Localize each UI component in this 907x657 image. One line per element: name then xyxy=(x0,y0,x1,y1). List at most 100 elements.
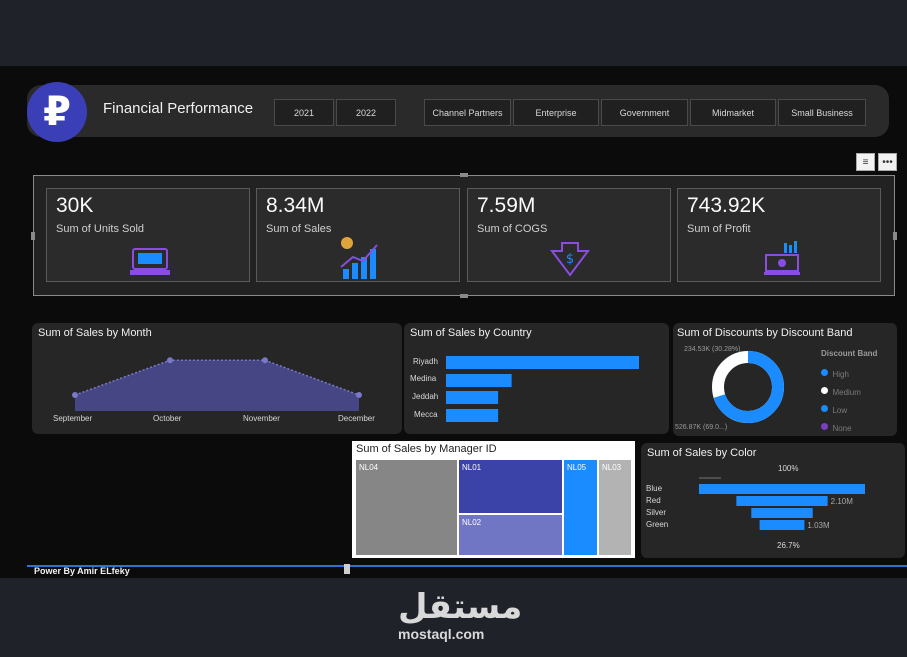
funnel-data-label[interactable]: 1.03M xyxy=(807,521,830,530)
donut-data-label: 234.53K (30.28%) xyxy=(684,346,741,353)
funnel-top-label: 100% xyxy=(778,464,799,473)
treemap-cell[interactable]: NL02 xyxy=(458,514,563,556)
kpi-value: 30K xyxy=(56,194,94,217)
funnel-bottom-label: 26.7% xyxy=(777,541,800,550)
logo-glyph: ₽ xyxy=(43,89,71,135)
chart-title: Sum of Sales by Country xyxy=(410,327,532,339)
month-tick-label: September xyxy=(53,414,93,423)
discounts-donut-chart[interactable] xyxy=(673,323,897,436)
funnel-bar-blue[interactable] xyxy=(699,484,865,494)
data-point[interactable] xyxy=(262,357,268,364)
kpi-card-cogs: 7.59M Sum of COGS $ xyxy=(467,188,671,282)
kpi-value: 8.34M xyxy=(266,194,325,217)
bar-riyadh[interactable] xyxy=(446,356,639,369)
growth-bars-icon xyxy=(340,237,378,279)
sales-by-country-chart[interactable] xyxy=(404,323,669,434)
country-tick-label: Riyadh xyxy=(413,357,438,366)
resize-handle-right[interactable] xyxy=(893,232,897,240)
country-tick-label: Medina xyxy=(410,374,437,383)
discounts-by-band-card[interactable]: Sum of Discounts by Discount Band 234.53… xyxy=(673,323,897,436)
segment-slicer-midmarket[interactable]: Midmarket xyxy=(690,99,776,126)
footer-credit: Power By Amir ELfeky xyxy=(34,566,130,576)
logo-icon: ₽ xyxy=(27,82,87,142)
watermark-latin: mostaql.com xyxy=(398,626,485,642)
resize-handle-top[interactable] xyxy=(460,173,468,177)
donut-data-label: 526.87K (69.0...) xyxy=(675,424,728,431)
legend-item-medium[interactable]: Medium xyxy=(821,382,861,400)
kpi-label: Sum of Units Sold xyxy=(56,223,145,235)
resize-handle-bottom[interactable] xyxy=(460,294,468,298)
color-tick-label: Red xyxy=(646,496,661,505)
funnel-bar-red[interactable] xyxy=(736,496,828,506)
footer-divider xyxy=(27,565,907,567)
svg-text:$: $ xyxy=(566,252,574,267)
segment-slicer-enterprise[interactable]: Enterprise xyxy=(513,99,599,126)
bottom-band xyxy=(0,578,907,657)
bar-jeddah[interactable] xyxy=(446,391,499,404)
segment-slicer-government[interactable]: Government xyxy=(601,99,688,126)
funnel-data-label[interactable]: 2.10M xyxy=(831,497,854,506)
legend-label: Medium xyxy=(832,388,861,397)
bar-mecca[interactable] xyxy=(446,409,499,422)
kpi-card-units-sold: 30K Sum of Units Sold xyxy=(46,188,250,282)
legend-item-low[interactable]: Low xyxy=(821,400,847,418)
treemap-cell[interactable]: NL05 xyxy=(563,459,598,556)
dollar-down-arrow-icon: $ xyxy=(550,242,590,277)
top-band xyxy=(0,0,907,66)
kpi-value: 7.59M xyxy=(477,194,536,217)
funnel-bar-green[interactable] xyxy=(759,520,805,530)
treemap-cell[interactable]: NL03 xyxy=(598,459,632,556)
chart-title: Sum of Discounts by Discount Band xyxy=(677,327,853,339)
legend-label: None xyxy=(832,424,852,433)
area-fill[interactable] xyxy=(75,360,359,411)
money-stack-icon xyxy=(764,241,800,275)
sales-by-color-funnel[interactable]: 2.10M 1.03M xyxy=(641,443,905,558)
kpi-label: Sum of COGS xyxy=(477,223,548,235)
donut-slice-high[interactable] xyxy=(712,351,784,423)
year-slicer-2022[interactable]: 2022 xyxy=(336,99,396,126)
kpi-label: Sum of Sales xyxy=(266,223,332,235)
country-tick-label: Jeddah xyxy=(412,392,439,401)
data-point[interactable] xyxy=(167,357,173,364)
sales-by-month-card[interactable]: Sum of Sales by Month September October … xyxy=(32,323,402,434)
legend-dot xyxy=(821,405,828,413)
kpi-label: Sum of Profit xyxy=(687,223,751,235)
chart-title: Sum of Sales by Manager ID xyxy=(356,443,497,455)
page-title: Financial Performance xyxy=(103,100,254,117)
segment-slicer-channel-partners[interactable]: Channel Partners xyxy=(424,99,511,126)
legend-dot xyxy=(821,387,828,395)
color-tick-label: Green xyxy=(646,520,669,529)
treemap-cell[interactable]: NL01 xyxy=(458,459,563,514)
sales-by-month-chart[interactable] xyxy=(32,323,402,434)
month-tick-label: November xyxy=(243,414,280,423)
kpi-card-sales: 8.34M Sum of Sales xyxy=(256,188,460,282)
legend-item-high[interactable]: High xyxy=(821,364,849,382)
country-tick-label: Mecca xyxy=(414,410,438,419)
year-slicer-2021[interactable]: 2021 xyxy=(274,99,334,126)
segment-slicer-small-business[interactable]: Small Business xyxy=(778,99,866,126)
more-options-icon[interactable]: ••• xyxy=(878,153,897,171)
color-tick-label: Silver xyxy=(646,508,667,517)
resize-handle-left[interactable] xyxy=(31,232,35,240)
sales-by-country-card[interactable]: Sum of Sales by Country Riyadh Medina Je… xyxy=(404,323,669,434)
color-tick-label: Blue xyxy=(646,484,663,493)
legend-dot xyxy=(821,423,828,431)
data-point[interactable] xyxy=(356,392,362,399)
area-line[interactable] xyxy=(74,359,360,396)
sales-by-manager-card[interactable]: Sum of Sales by Manager ID NL04 NL01 NL0… xyxy=(352,441,635,558)
month-tick-label: December xyxy=(338,414,375,423)
sales-by-color-card[interactable]: Sum of Sales by Color Blue Red Silver Gr… xyxy=(641,443,905,558)
kpi-value: 743.92K xyxy=(687,194,766,217)
cash-register-icon xyxy=(130,248,170,275)
filter-icon[interactable]: ≡ xyxy=(856,153,875,171)
legend-item-none[interactable]: None xyxy=(821,418,852,436)
legend-label: High xyxy=(832,370,849,379)
bar-medina[interactable] xyxy=(446,374,512,387)
scroll-thumb[interactable] xyxy=(344,564,350,574)
funnel-bar-silver[interactable] xyxy=(751,508,813,518)
kpi-card-profit: 743.92K Sum of Profit xyxy=(677,188,881,282)
chart-title: Sum of Sales by Month xyxy=(38,327,152,339)
treemap-cell[interactable]: NL04 xyxy=(355,459,458,556)
data-point[interactable] xyxy=(72,392,78,399)
month-tick-label: October xyxy=(153,414,182,423)
